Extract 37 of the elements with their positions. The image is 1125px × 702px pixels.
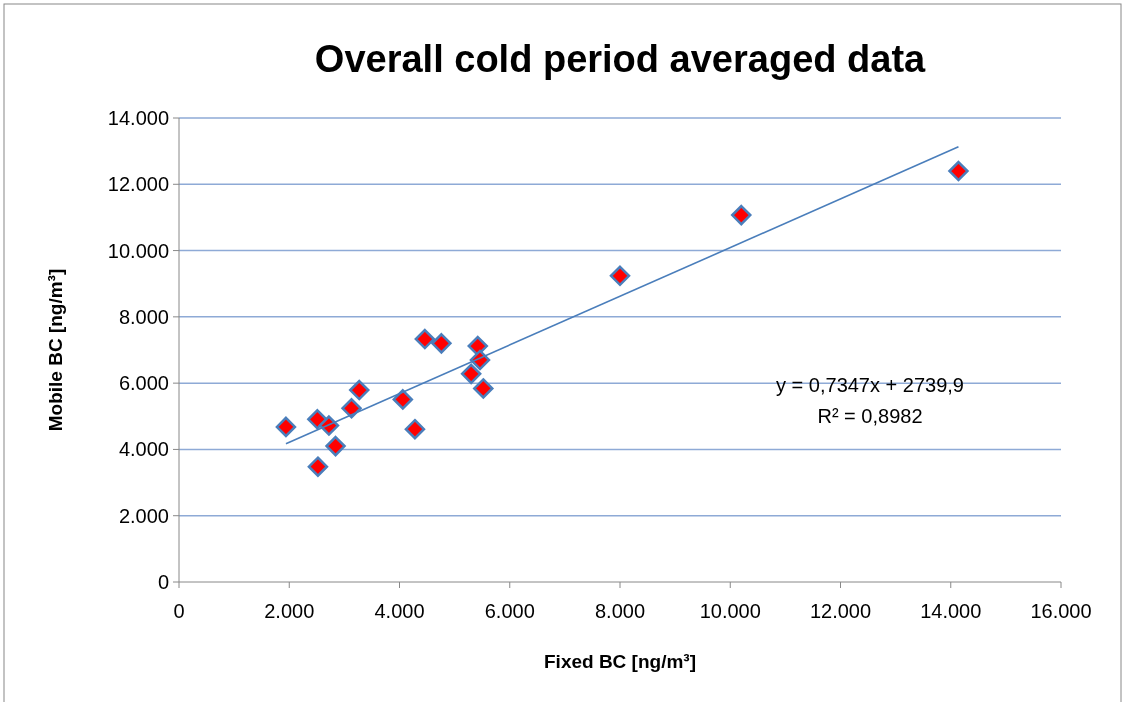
x-tick-label: 10.000 [699,600,761,622]
point [731,204,752,226]
point [307,456,329,477]
annotation: y = 0,7347x + 2739,9 [776,374,964,396]
x-axis-title: Fixed BC [ng/m³] [544,651,696,672]
y-tick-label: 10.000 [107,239,169,262]
x-tick-label: 6.000 [484,600,535,622]
point [431,333,452,354]
point [467,335,489,357]
point [404,418,426,440]
y-axis-title: Mobile BC [ng/m³] [45,268,66,432]
y-tick-label: 0 [157,571,169,593]
x-tick-label: 2.000 [264,600,315,622]
y-tick-label: 2.000 [118,504,169,527]
y-tick-label: 6.000 [118,372,169,395]
x-tick-label: 12.000 [809,600,872,622]
x-tick-label: 4.000 [374,600,425,622]
point [609,265,631,287]
y-tick-label: 12.000 [107,173,169,196]
x-tick-label: 14.000 [920,600,982,622]
point [275,416,297,438]
y-tick-label: 4.000 [118,438,169,461]
x-tick-label: 8.000 [594,600,646,622]
y-tick-label: 8.000 [118,305,169,328]
x-tick-label: 0 [173,600,185,622]
point [948,160,969,182]
point [341,398,362,419]
annotation: R² = 0,8982 [817,405,923,427]
x-tick-label: 16.000 [1030,600,1092,622]
point [392,389,414,410]
point [460,363,482,385]
point [349,379,370,401]
point [325,435,346,457]
chart-title: Overall cold period averaged data [314,38,927,80]
point [414,328,436,350]
point [473,378,494,399]
y-tick-label: 14.000 [107,107,169,129]
